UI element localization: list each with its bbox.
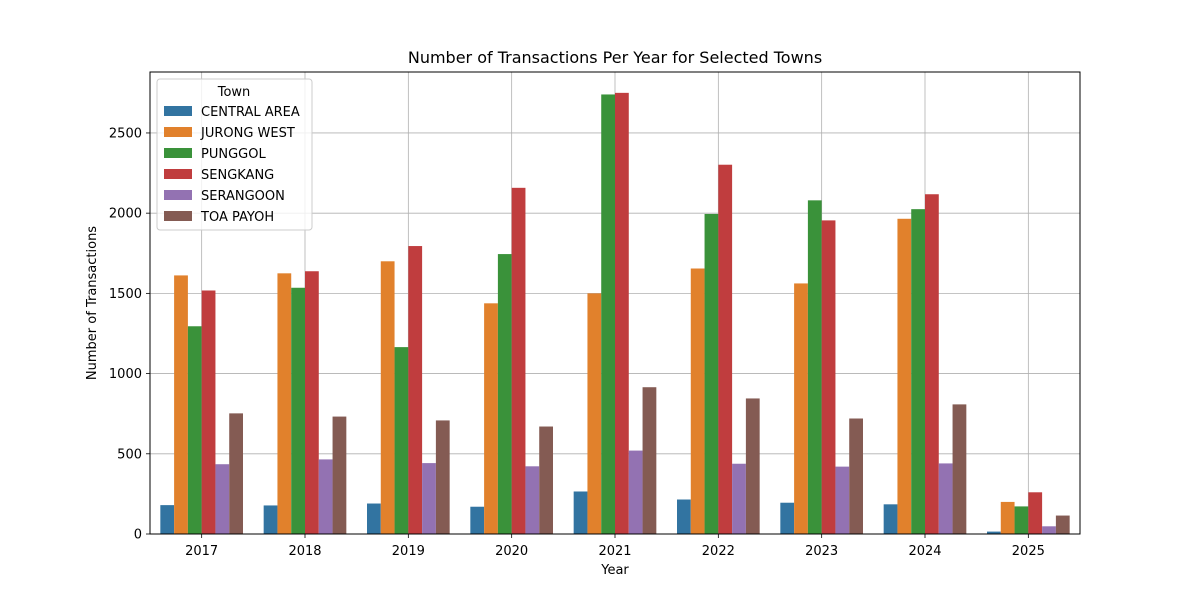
- legend: Town CENTRAL AREA JURONG WEST PUNGGOL SENGK…: [156, 78, 313, 231]
- y-tick-label: 500: [117, 447, 142, 462]
- x-tick-label: 2017: [185, 544, 218, 559]
- bar: [925, 194, 939, 535]
- bar: [174, 275, 188, 534]
- bar: [732, 463, 746, 534]
- bar: [938, 463, 953, 534]
- bar: [332, 416, 347, 534]
- bar: [484, 303, 498, 534]
- bar: [794, 283, 808, 534]
- bar: [291, 287, 305, 534]
- bar: [1014, 506, 1029, 534]
- y-tick-label: 2500: [109, 126, 142, 141]
- bar: [187, 326, 202, 534]
- bar: [987, 531, 1001, 534]
- legend-label: TOA PAYOH: [200, 210, 274, 225]
- bar: [201, 290, 216, 534]
- x-tick-label: 2024: [908, 544, 941, 559]
- bar: [1000, 501, 1015, 534]
- y-tick-label: 2000: [109, 207, 142, 222]
- x-tick-label: 2023: [805, 544, 838, 559]
- legend-items: CENTRAL AREA JURONG WEST PUNGGOL SENGKANG SE…: [164, 105, 300, 225]
- bar: [897, 218, 912, 534]
- bar: [1055, 515, 1070, 534]
- x-tick-label: 2021: [598, 544, 631, 559]
- bar: [821, 220, 836, 534]
- legend-title: Town: [217, 85, 251, 100]
- bar: [780, 502, 795, 534]
- legend-swatch: [164, 148, 192, 158]
- bar: [229, 413, 243, 534]
- y-tick-label: 1000: [109, 367, 142, 382]
- bar: [677, 499, 691, 534]
- bar: [367, 503, 381, 534]
- legend-label: CENTRAL AREA: [201, 105, 300, 120]
- legend-label: SENGKANG: [201, 168, 274, 183]
- bar: [380, 261, 395, 534]
- bar: [615, 92, 629, 535]
- bar: [525, 466, 540, 534]
- bar: [1028, 492, 1043, 534]
- bar: [745, 398, 760, 534]
- bar: [215, 464, 230, 534]
- x-tick-label: 2018: [288, 544, 321, 559]
- x-tick-label: 2022: [702, 544, 735, 559]
- bar: [277, 273, 292, 534]
- bars: [160, 92, 1070, 535]
- bar: [835, 466, 850, 534]
- y-tick-label: 1500: [109, 287, 142, 302]
- legend-label: SERANGOON: [201, 189, 285, 204]
- bar: [587, 293, 602, 534]
- bar: [704, 213, 719, 534]
- bar: [573, 491, 588, 534]
- x-tick-label: 2020: [495, 544, 528, 559]
- legend-box: [156, 78, 313, 231]
- bar: [601, 94, 615, 534]
- bar: [408, 246, 423, 535]
- x-tick-label: 2019: [392, 544, 425, 559]
- y-axis-title: Number of Transactions: [85, 226, 100, 380]
- bar: [849, 418, 863, 534]
- x-tick-label: 2025: [1012, 544, 1045, 559]
- legend-swatch: [164, 106, 192, 116]
- y-tick-label: 0: [134, 528, 142, 543]
- legend-swatch: [164, 211, 192, 221]
- bar: [470, 506, 485, 534]
- bar: [497, 254, 512, 534]
- chart-title: Number of Transactions Per Year for Sele…: [408, 48, 822, 67]
- bar: [911, 209, 925, 534]
- bar: [642, 387, 657, 534]
- bar: [807, 200, 822, 535]
- bar: [718, 164, 733, 535]
- bar: [628, 450, 643, 534]
- bar: [883, 504, 898, 534]
- legend-swatch: [164, 169, 192, 179]
- bar: [1042, 526, 1056, 534]
- bar: [394, 347, 409, 534]
- bar: [511, 187, 526, 534]
- legend-swatch: [164, 127, 192, 137]
- legend-label: JURONG WEST: [200, 126, 295, 141]
- bar: [422, 463, 436, 534]
- plot-frame: [149, 71, 1081, 535]
- legend-label: PUNGGOL: [201, 147, 266, 162]
- bar: [160, 505, 175, 534]
- bar: [305, 271, 319, 534]
- bar: [263, 505, 278, 534]
- bar: [952, 404, 967, 534]
- legend-swatch: [164, 190, 192, 200]
- axes: 0 500 1000 1500 2000 2500 2017 2018 2019 2020 2021…: [109, 71, 1081, 559]
- bar: [690, 268, 705, 534]
- bar: [318, 459, 333, 534]
- bar: [539, 426, 553, 534]
- bar: [435, 420, 450, 534]
- x-axis-title: Year: [600, 563, 629, 578]
